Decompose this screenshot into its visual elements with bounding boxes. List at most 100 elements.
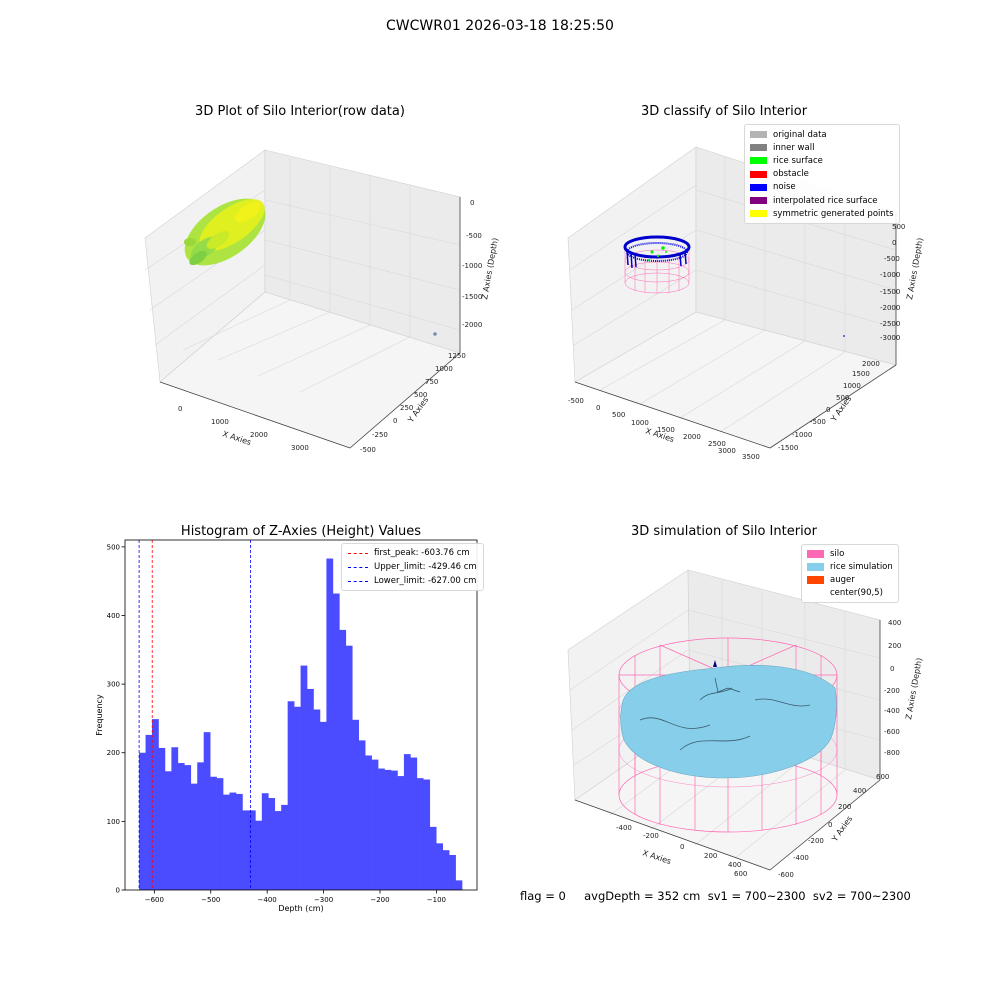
- histogram-y-tick-label: 200: [107, 749, 120, 757]
- panel1-y-tick: -500: [360, 446, 376, 454]
- panel1-z-tick: -2000: [462, 321, 482, 329]
- panel1-x-ticks: 0 1000 2000 3000: [178, 405, 309, 452]
- histogram-bar: [223, 794, 230, 890]
- panel2-plot: 500 0 -500 -1000 -1500 -2000 -2500 -3000…: [567, 146, 925, 461]
- legend-item: Upper_limit: -429.46 cm: [348, 560, 477, 574]
- panel1-z-tick: -1000: [462, 262, 482, 270]
- histogram-x-tick-label: −500: [201, 896, 220, 904]
- panel4-z-tick: -800: [884, 749, 900, 757]
- panel4-x-tick: 0: [680, 843, 684, 851]
- legend-swatch: [750, 210, 767, 218]
- histogram-x-label: Depth (cm): [278, 904, 323, 913]
- histogram-bar: [145, 734, 153, 890]
- histogram-bar: [242, 810, 250, 890]
- legend-label: noise: [773, 182, 796, 193]
- panel2-y-tick: 500: [836, 394, 849, 402]
- histogram-bars: [139, 558, 463, 890]
- legend-label: obstacle: [773, 169, 809, 180]
- panel1-x-tick: 2000: [250, 431, 268, 439]
- histogram-bar: [171, 747, 179, 890]
- legend-label: center(90,5): [830, 588, 883, 599]
- panel4-y-tick: -400: [793, 854, 809, 862]
- legend-item: rice simulation: [807, 560, 893, 573]
- panel2-noise-cloud: [623, 235, 691, 269]
- panel2-z-tick: -2000: [880, 304, 900, 312]
- legend-label: original data: [773, 129, 827, 140]
- panel2-x-tick: 500: [612, 411, 625, 419]
- histogram-bar: [229, 792, 237, 890]
- histogram-bar: [352, 719, 360, 890]
- panel2-y-tick: 2000: [862, 360, 880, 368]
- histogram-bar: [294, 706, 301, 890]
- histogram-bar: [429, 826, 437, 890]
- legend-item: Lower_limit: -627.00 cm: [348, 574, 477, 588]
- histogram-bar: [332, 593, 340, 890]
- panel2-outlier-point: [843, 335, 845, 337]
- legend-label: first_peak: -603.76 cm: [374, 548, 470, 558]
- histogram-bar: [210, 776, 217, 890]
- panel1-y-tick: 750: [425, 378, 438, 386]
- panel2-z-ticks: 500 0 -500 -1000 -1500 -2000 -2500 -3000: [880, 223, 905, 342]
- legend-swatch: [750, 170, 767, 178]
- histogram-bar: [378, 768, 385, 890]
- histogram-bar: [397, 776, 405, 890]
- histogram-y-tick-label: 0: [116, 887, 120, 895]
- panel1-z-tick: -1500: [462, 293, 482, 301]
- histogram-bar: [248, 810, 256, 890]
- legend-item: symmetric generated points: [750, 207, 894, 220]
- panel2-x-tick: 0: [596, 404, 600, 412]
- panel1-y-tick: -250: [372, 431, 388, 439]
- status-footer: flag = 0 avgDepth = 352 cm sv1 = 700~230…: [520, 889, 911, 903]
- panel2-title: 3D classify of Silo Interior: [640, 104, 808, 119]
- panel4-auger-marker: [713, 660, 717, 667]
- legend-item: rice surface: [750, 154, 894, 167]
- panel2-legend: original data inner wall rice surface ob…: [744, 124, 900, 225]
- panel1-title: 3D Plot of Silo Interior(row data): [195, 104, 405, 119]
- legend-item: auger: [807, 573, 893, 586]
- legend-swatch: [348, 580, 368, 582]
- histogram-bar: [384, 769, 392, 890]
- panel4-z-tick: -600: [884, 728, 900, 736]
- panel1-y-tick: 1000: [435, 365, 453, 373]
- panel4-legend: silo rice simulation auger center(90,5): [801, 544, 899, 603]
- histogram-x-tick-label: −600: [145, 896, 164, 904]
- histogram-frame: [124, 539, 478, 891]
- panel2-z-tick: -1000: [880, 271, 900, 279]
- histogram-bar: [261, 793, 269, 890]
- histogram-bar: [319, 721, 327, 890]
- histogram-y-tick-label: 400: [107, 612, 120, 620]
- panel1-point-cloud: [184, 198, 437, 336]
- histogram-y-tick-label: 300: [107, 681, 120, 689]
- histogram-y-ticks: 0 100 200 300 400 500: [107, 543, 125, 895]
- panel2-y-ticks: -1500 -1000 -500 0 500 1000 1500 2000: [778, 360, 880, 452]
- histogram-bar: [184, 765, 192, 890]
- legend-label: silo: [830, 548, 845, 559]
- legend-swatch: [807, 549, 824, 558]
- legend-swatch: [750, 183, 767, 191]
- panel2-x-tick: -500: [568, 397, 584, 405]
- histogram-bar: [255, 820, 263, 890]
- histogram-bar: [423, 779, 431, 890]
- legend-label: auger: [830, 574, 855, 585]
- panel1-z-label: Z Axies (Depth): [480, 237, 500, 300]
- panel1-y-tick: 500: [414, 391, 427, 399]
- panel1-z-tick: 0: [470, 199, 474, 207]
- histogram-bar: [164, 771, 172, 890]
- histogram-bar: [326, 558, 334, 890]
- histogram-bar: [307, 688, 314, 890]
- histogram-bar: [358, 740, 366, 890]
- panel2-x-tick: 3000: [718, 447, 736, 455]
- histogram-bar: [190, 783, 198, 890]
- histogram-x-tick-label: −400: [258, 896, 277, 904]
- panel4-y-tick: 600: [876, 773, 889, 781]
- panel4-y-tick: -600: [778, 871, 794, 879]
- histogram-bar: [442, 850, 450, 890]
- histogram-y-tick-label: 100: [107, 818, 120, 826]
- panel4-plot: 400 200 0 -200 -400 -600 -800 Z Axies (D…: [567, 569, 924, 879]
- panel4-z-tick: 400: [888, 619, 901, 627]
- histogram-bar: [300, 665, 308, 890]
- figure-suptitle: CWCWR01 2026-03-18 18:25:50: [386, 18, 614, 34]
- panel4-x-tick: -400: [616, 824, 632, 832]
- panel2-x-tick: 1500: [657, 426, 675, 434]
- legend-label: Upper_limit: -429.46 cm: [374, 562, 477, 572]
